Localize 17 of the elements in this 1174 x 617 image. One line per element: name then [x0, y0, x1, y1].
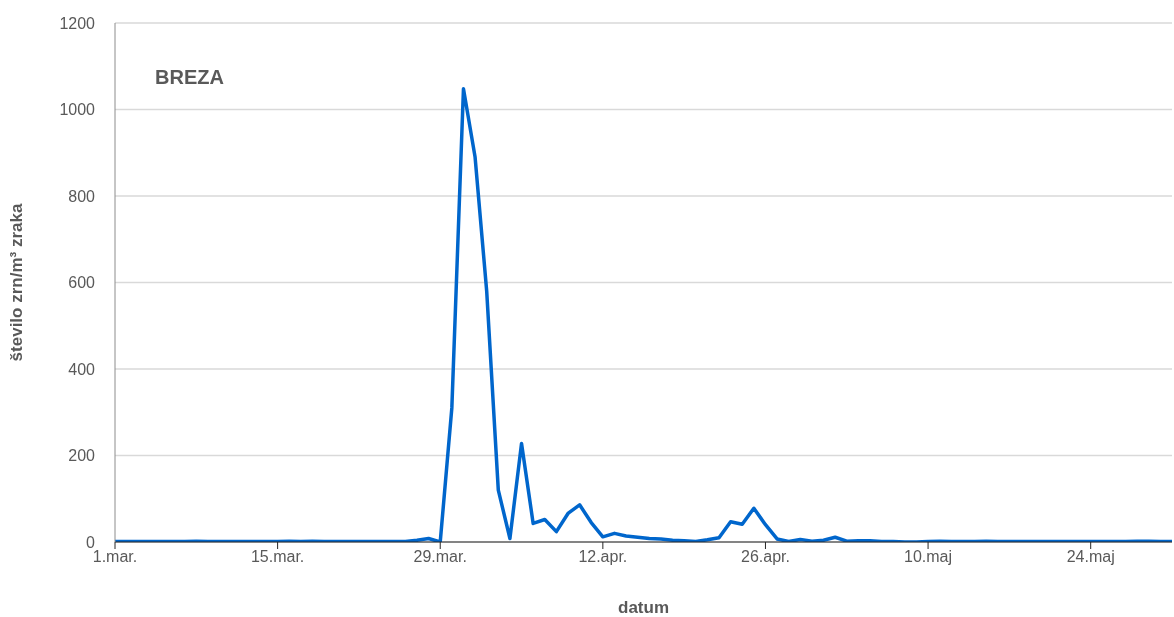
- y-tick-label: 200: [68, 447, 96, 465]
- y-tick-label: 600: [68, 274, 96, 292]
- x-axis-title: datum: [618, 598, 669, 617]
- x-tick-label: 29.mar.: [413, 548, 467, 566]
- y-tick-label: 1000: [59, 101, 96, 119]
- x-tick-label: 12.apr.: [578, 548, 628, 566]
- x-tick-label: 24.maj: [1066, 548, 1115, 566]
- y-tick-label: 0: [86, 533, 96, 551]
- text: BREZA: [155, 66, 224, 89]
- x-tick-label: 1.mar.: [92, 548, 138, 566]
- x-tick-label: 10.maj: [904, 548, 953, 566]
- y-axis-title: število zrn/m³ zraka: [7, 203, 26, 362]
- x-tick-label: 26.apr.: [740, 548, 790, 566]
- y-tick-label: 1200: [59, 14, 96, 32]
- y-tick-label: 400: [68, 360, 96, 378]
- x-tick-label: 15.mar.: [250, 548, 305, 566]
- y-tick-label: 800: [68, 187, 96, 205]
